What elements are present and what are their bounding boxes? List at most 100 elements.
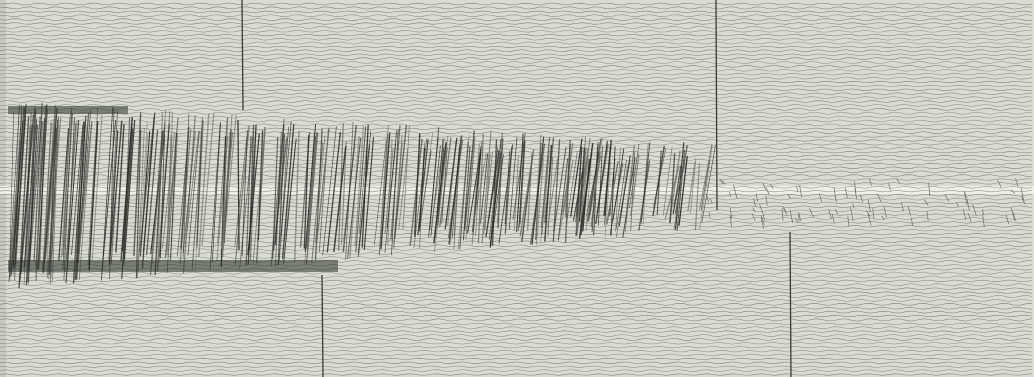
tail-squiggle: [881, 215, 885, 221]
burst-stroke: [123, 120, 136, 260]
tail-squiggle: [751, 213, 756, 222]
burst-stroke: [609, 163, 624, 235]
burst-stroke: [448, 135, 463, 245]
burst-stroke: [488, 149, 501, 240]
burst-stroke: [48, 115, 57, 280]
burst-stroke: [699, 143, 713, 210]
tail-squiggle: [972, 203, 977, 216]
burst-stroke: [444, 137, 458, 230]
tail-squiggle: [962, 209, 967, 220]
burst-stroke: [603, 139, 613, 217]
burst-stroke: [687, 161, 696, 212]
burst-stroke: [604, 161, 612, 238]
burst-stroke: [222, 116, 229, 243]
burst-stroke: [518, 140, 526, 231]
tail-squiggle: [760, 217, 765, 229]
tail-squiggle: [982, 213, 985, 228]
burst-stroke: [58, 128, 70, 262]
burst-stroke: [434, 138, 444, 239]
burst-stroke: [606, 161, 619, 225]
timing-mark-line: [321, 274, 324, 377]
tail-squiggle: [900, 202, 904, 212]
burst-stroke: [182, 131, 196, 253]
burst-stroke: [477, 133, 484, 244]
tail-squiggle: [733, 184, 738, 199]
baseline-trace: [0, 346, 1033, 349]
burst-stroke: [429, 127, 440, 230]
burst-stroke: [51, 120, 58, 258]
burst-stroke: [257, 130, 264, 241]
burst-stroke: [326, 131, 342, 253]
baseline-trace: [0, 338, 1033, 341]
burst-stroke: [139, 128, 154, 253]
heavy-ink-band: [8, 260, 338, 272]
burst-stroke: [386, 130, 398, 229]
baseline-trace: [0, 330, 1033, 333]
tail-squiggle: [708, 212, 711, 218]
burst-stroke: [467, 146, 482, 233]
burst-stroke: [221, 114, 233, 249]
baseline-trace: [0, 49, 1033, 53]
burst-stroke: [673, 145, 688, 231]
baseline-trace: [0, 209, 1033, 212]
tail-squiggle: [797, 214, 800, 222]
tail-squiggle: [944, 193, 950, 202]
burst-stroke: [630, 154, 640, 217]
baseline-trace: [0, 287, 1032, 290]
burst-stroke: [516, 133, 524, 232]
baseline-trace: [0, 279, 1033, 283]
baseline-trace: [0, 365, 1033, 368]
tail-squiggle: [782, 208, 788, 215]
tail-squiggle: [1010, 189, 1016, 195]
burst-stroke: [652, 145, 666, 216]
baseline-trace: [0, 353, 1033, 357]
tail-squiggle: [867, 199, 871, 213]
burst-stroke: [462, 146, 471, 241]
burst-stroke: [355, 126, 367, 253]
tail-squiggle: [762, 213, 765, 221]
baseline-trace: [0, 357, 1033, 360]
burst-stroke: [544, 148, 550, 220]
baseline-trace: [0, 10, 1033, 13]
burst-stroke: [196, 117, 203, 245]
baseline-trace: [0, 57, 1033, 60]
burst-stroke: [519, 140, 526, 225]
burst-stroke: [209, 122, 221, 270]
burst-stroke: [77, 121, 93, 257]
burst-stroke: [570, 138, 583, 217]
burst-stroke: [465, 142, 476, 240]
tail-squiggle: [850, 207, 854, 221]
burst-stroke: [513, 154, 519, 231]
burst-stroke: [78, 121, 93, 281]
baseline-trace: [0, 373, 1033, 376]
burst-stroke: [512, 132, 526, 221]
burst-stroke: [184, 130, 200, 247]
timing-mark-line: [789, 231, 792, 377]
burst-stroke: [497, 138, 504, 229]
earthquake-burst: [8, 102, 1026, 289]
burst-stroke: [245, 135, 252, 266]
tail-squiggle: [1010, 207, 1015, 221]
baseline-trace: [0, 170, 1033, 173]
burst-stroke: [674, 142, 685, 230]
burst-stroke: [473, 153, 487, 222]
burst-stroke: [391, 129, 399, 256]
burst-stroke: [535, 157, 545, 246]
tail-squiggle: [765, 187, 770, 195]
burst-stroke: [373, 140, 387, 246]
burst-stroke: [363, 136, 375, 250]
burst-stroke: [358, 132, 369, 234]
tail-squiggle: [834, 209, 839, 215]
tail-squiggle: [926, 210, 929, 221]
burst-stroke: [662, 146, 673, 216]
tail-squiggle: [769, 184, 774, 189]
burst-stroke: [314, 135, 326, 244]
baseline-trace: [0, 326, 1033, 330]
burst-stroke: [504, 146, 513, 234]
burst-stroke: [9, 111, 15, 279]
burst-stroke: [74, 115, 87, 281]
tail-squiggle: [1020, 196, 1026, 205]
burst-stroke: [690, 158, 697, 214]
baseline-trace: [0, 18, 1033, 21]
tail-squiggle: [883, 206, 887, 218]
